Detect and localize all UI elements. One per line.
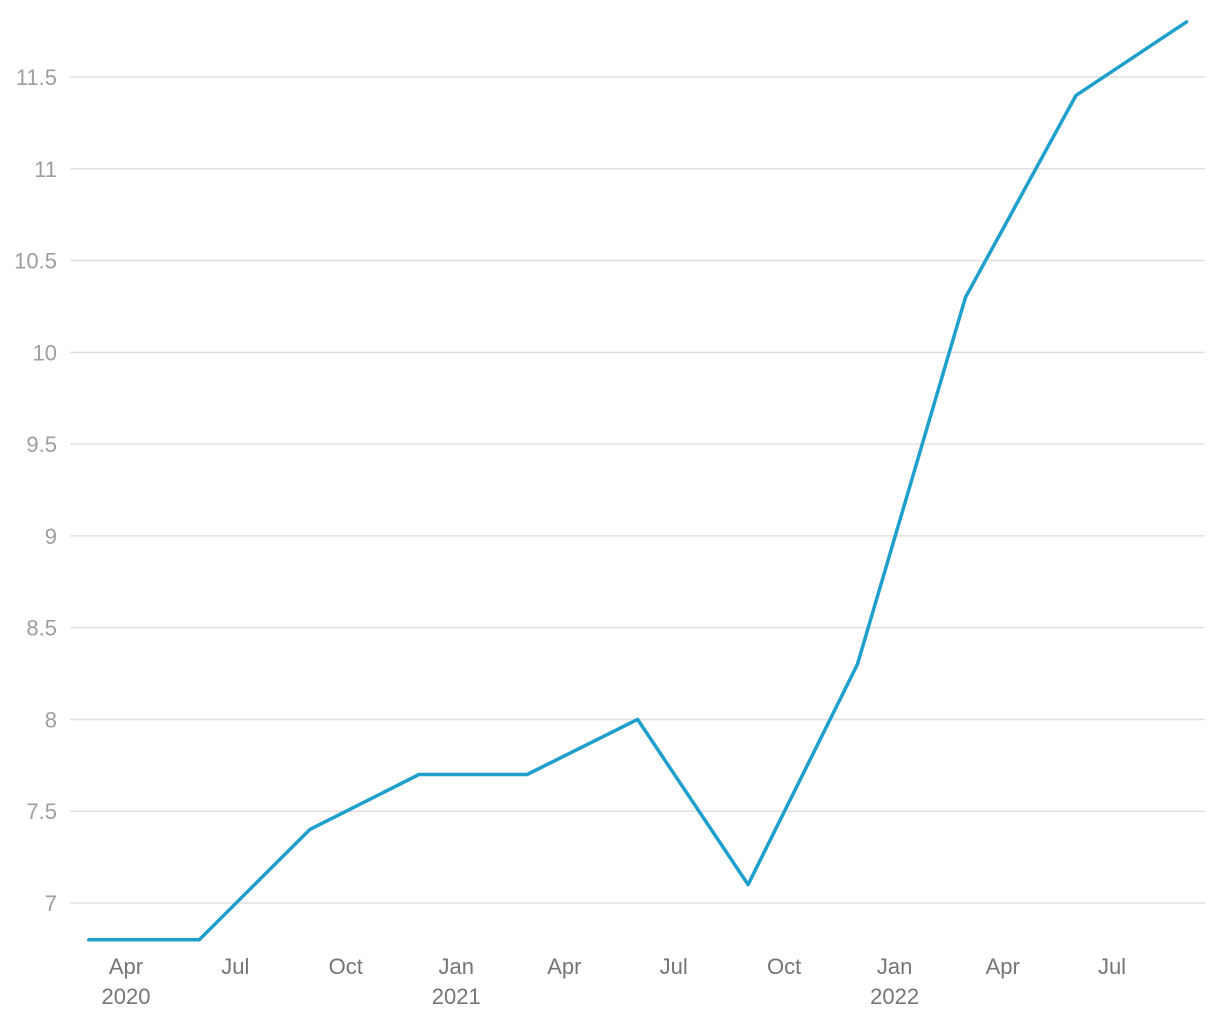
grid-lines xyxy=(70,76,1205,904)
y-tick-label: 10.5 xyxy=(14,249,57,274)
x-axis-ticks: Apr 2020 Jul Oct Jan 2021 Apr Jul Oct Jan 2022 Apr J… xyxy=(102,954,1127,1009)
x-tick-label: Jan xyxy=(877,954,912,979)
y-tick-label: 8.5 xyxy=(26,616,57,641)
y-tick-label: 7.5 xyxy=(26,799,57,824)
y-tick-label: 10 xyxy=(33,340,57,365)
series-line xyxy=(87,20,1189,942)
x-tick-label: Jul xyxy=(660,954,688,979)
x-tick-label: Oct xyxy=(767,954,801,979)
y-tick-label: 8 xyxy=(45,707,57,732)
y-tick-label: 9.5 xyxy=(26,432,57,457)
x-tick-label: Oct xyxy=(329,954,363,979)
y-axis-ticks: 7 7.5 8 8.5 9 9.5 10 10.5 11 11.5 xyxy=(14,65,57,916)
x-tick-label: Apr xyxy=(986,954,1020,979)
x-tick-label: Apr xyxy=(547,954,581,979)
x-tick-year-label: 2020 xyxy=(102,984,151,1009)
y-tick-label: 11 xyxy=(34,157,57,182)
series-layer xyxy=(87,20,1189,942)
x-tick-year-label: 2021 xyxy=(432,984,481,1009)
x-tick-label: Jan xyxy=(439,954,474,979)
y-tick-label: 7 xyxy=(45,891,57,916)
x-tick-label: Jul xyxy=(221,954,249,979)
x-tick-label: Jul xyxy=(1098,954,1126,979)
x-tick-label: Apr xyxy=(109,954,143,979)
x-tick-year-label: 2022 xyxy=(870,984,919,1009)
y-tick-label: 9 xyxy=(45,524,57,549)
y-tick-label: 11.5 xyxy=(16,65,57,90)
